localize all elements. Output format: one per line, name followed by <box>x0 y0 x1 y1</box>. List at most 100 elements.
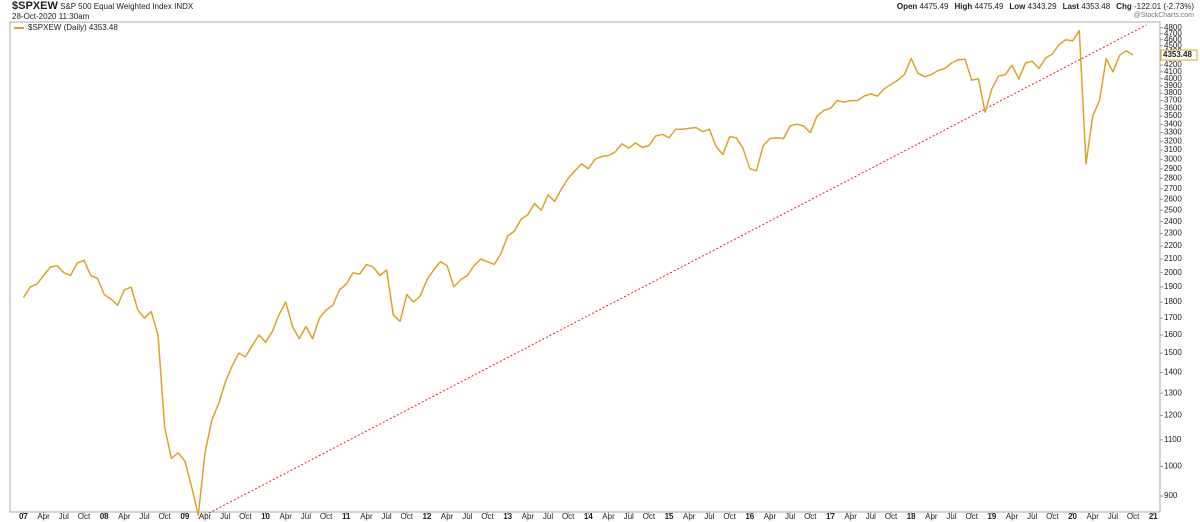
y-tick-label: 4500 <box>1164 41 1182 50</box>
last-price: 4353.48 <box>1163 50 1192 59</box>
x-tick-label: Jul <box>543 512 553 521</box>
quote-value: 4343.29 <box>1027 2 1057 11</box>
y-tick-label: 3000 <box>1164 154 1182 163</box>
x-tick-label: 10 <box>261 512 270 521</box>
y-tick-label: 1000 <box>1164 462 1182 471</box>
x-tick-label: 20 <box>1068 512 1077 521</box>
x-tick-label: Oct <box>78 512 91 521</box>
y-tick-label: 3600 <box>1164 103 1182 112</box>
y-tick-label: 1400 <box>1164 368 1182 377</box>
x-tick-label: Oct <box>562 512 575 521</box>
y-tick-label: 2700 <box>1164 184 1182 193</box>
y-tick-label: 3200 <box>1164 136 1182 145</box>
x-tick-label: 12 <box>423 512 432 521</box>
x-tick-label: Oct <box>1046 512 1059 521</box>
x-tick-label: 15 <box>665 512 674 521</box>
x-tick-label: Apr <box>925 512 938 521</box>
x-tick-label: 17 <box>826 512 835 521</box>
quote-label: Low <box>1009 2 1026 11</box>
y-tick-label: 2100 <box>1164 254 1182 263</box>
x-tick-label: Oct <box>804 512 817 521</box>
y-tick-label: 1900 <box>1164 282 1182 291</box>
y-tick-label: 2000 <box>1164 268 1182 277</box>
x-tick-label: 11 <box>342 512 351 521</box>
last-price-box <box>1160 49 1198 61</box>
quote-value: 4475.49 <box>974 2 1004 11</box>
x-tick-label: Apr <box>360 512 373 521</box>
x-tick-label: Jul <box>866 512 876 521</box>
x-tick-label: Oct <box>885 512 898 521</box>
x-tick-label: 19 <box>987 512 996 521</box>
x-tick-label: Oct <box>965 512 978 521</box>
y-tick-label: 1700 <box>1164 313 1182 322</box>
x-tick-label: Apr <box>441 512 454 521</box>
y-tick-label: 2300 <box>1164 229 1182 238</box>
x-tick-label: Oct <box>643 512 656 521</box>
y-tick-label: 2800 <box>1164 174 1182 183</box>
y-tick-label: 2200 <box>1164 241 1182 250</box>
y-tick-label: 4100 <box>1164 67 1182 76</box>
quote-value: 4353.48 <box>1081 2 1111 11</box>
x-tick-label: Jul <box>624 512 634 521</box>
price-line <box>22 29 1134 517</box>
y-tick-label: 1800 <box>1164 297 1182 306</box>
x-tick-label: Apr <box>602 512 615 521</box>
y-tick-label: 1200 <box>1164 411 1182 420</box>
y-tick-label: 3400 <box>1164 119 1182 128</box>
x-tick-label: Apr <box>1006 512 1019 521</box>
y-tick-label: 1500 <box>1164 348 1182 357</box>
y-tick-label: 900 <box>1164 491 1178 500</box>
x-tick-label: Jul <box>139 512 149 521</box>
symbol: $SPXEW <box>12 0 58 12</box>
legend-label: $SPXEW (Daily) 4353.48 <box>28 23 118 32</box>
exchange: INDX <box>174 2 194 11</box>
y-tick-label: 3800 <box>1164 88 1182 97</box>
quote-bar: Open 4475.49 High 4475.49 Low 4343.29 Last … <box>891 2 1194 11</box>
y-tick-label: 1100 <box>1164 435 1182 444</box>
y-tick-label: 2900 <box>1164 164 1182 173</box>
x-tick-label: Apr <box>280 512 293 521</box>
x-tick-label: Apr <box>199 512 212 521</box>
header-left: $SPXEW S&P 500 Equal Weighted Index INDX… <box>12 1 193 22</box>
y-tick-label: 4600 <box>1164 35 1182 44</box>
quote-label: Chg <box>1116 2 1132 11</box>
y-tick-label: 4000 <box>1164 74 1182 83</box>
x-tick-label: Jul <box>1027 512 1037 521</box>
y-tick-label: 3300 <box>1164 128 1182 137</box>
x-tick-label: Jul <box>59 512 69 521</box>
y-tick-label: 2600 <box>1164 194 1182 203</box>
y-tick-label: 2400 <box>1164 217 1182 226</box>
quote-value: 4475.49 <box>919 2 949 11</box>
y-tick-label: 4800 <box>1164 23 1182 32</box>
trendline <box>198 24 1147 520</box>
x-tick-label: Apr <box>844 512 857 521</box>
x-tick-label: Oct <box>158 512 171 521</box>
quote-label: Last <box>1062 2 1080 11</box>
y-tick-label: 3500 <box>1164 111 1182 120</box>
x-tick-label: Oct <box>1127 512 1140 521</box>
quote-label: Open <box>896 2 918 11</box>
x-tick-label: 14 <box>584 512 593 521</box>
x-tick-label: Jul <box>301 512 311 521</box>
y-tick-label: 2500 <box>1164 205 1182 214</box>
x-tick-label: 08 <box>100 512 109 521</box>
x-tick-label: Apr <box>37 512 50 521</box>
y-tick-label: 3100 <box>1164 145 1182 154</box>
x-tick-label: 09 <box>180 512 189 521</box>
index-name: S&P 500 Equal Weighted Index <box>60 2 172 11</box>
x-tick-label: Apr <box>118 512 131 521</box>
x-tick-label: 18 <box>907 512 916 521</box>
x-tick-label: 13 <box>503 512 512 521</box>
x-tick-label: 21 <box>1149 512 1158 521</box>
x-tick-label: Jul <box>462 512 472 521</box>
x-tick-label: Oct <box>481 512 494 521</box>
y-tick-label: 3900 <box>1164 81 1182 90</box>
quote-label: High <box>954 2 973 11</box>
x-tick-label: Apr <box>764 512 777 521</box>
watermark: @StockCharts.com <box>1133 12 1194 19</box>
x-tick-label: Jul <box>785 512 795 521</box>
timestamp: 28-Oct-2020 11:30am <box>12 12 90 21</box>
y-tick-label: 1300 <box>1164 388 1182 397</box>
